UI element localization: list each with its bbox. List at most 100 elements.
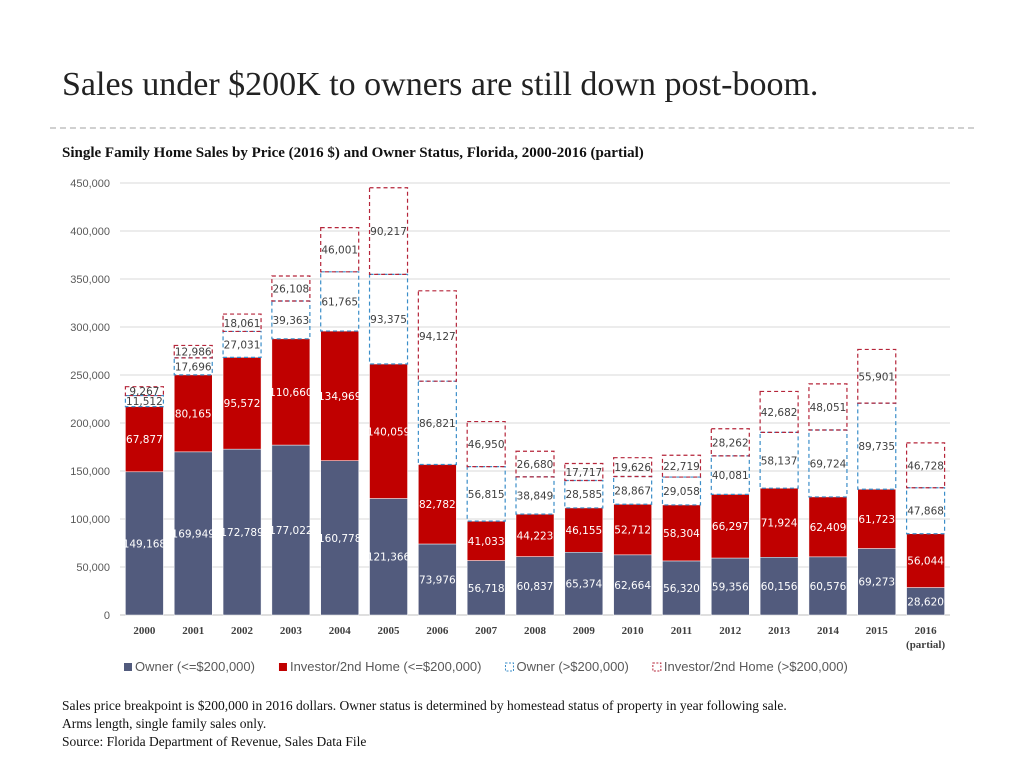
data-label: 38,849 [517, 490, 554, 502]
bar-segment [515, 450, 555, 478]
bar-segment [271, 275, 311, 302]
bar-segment [417, 290, 457, 382]
legend-label: Investor/2nd Home (<=$200,000) [290, 659, 482, 674]
data-label: 110,660 [269, 387, 312, 399]
bar-segment [125, 471, 164, 616]
data-label: 17,696 [175, 361, 212, 373]
data-label: 86,821 [419, 418, 456, 430]
legend-label: Investor/2nd Home (>$200,000) [664, 659, 848, 674]
x-tick-label: 2004 [329, 625, 352, 637]
data-label: 44,223 [517, 530, 554, 542]
data-label: 26,680 [517, 459, 554, 471]
bar-segment [613, 554, 652, 616]
data-label: 172,789 [220, 527, 263, 539]
bar-segment [124, 394, 165, 408]
data-label: 17,717 [565, 467, 602, 479]
bar-segment [173, 374, 213, 453]
data-label: 58,304 [663, 528, 700, 540]
bar-segment [368, 187, 409, 275]
legend-swatch [504, 662, 514, 672]
data-label: 66,297 [712, 521, 749, 533]
data-label: 89,735 [858, 441, 895, 453]
bar-segment [564, 479, 604, 509]
data-label: 71,924 [761, 518, 798, 530]
bar-segment [662, 560, 701, 616]
data-label: 149,168 [123, 538, 166, 550]
data-label: 26,108 [273, 284, 310, 296]
bar-segment [320, 330, 359, 461]
bar-segment [222, 330, 262, 358]
bar-segment [711, 494, 750, 559]
data-label: 58,137 [761, 455, 798, 467]
bar-segment [710, 428, 750, 457]
bar-segment [173, 344, 213, 359]
data-label: 80,165 [175, 408, 212, 420]
bar-segment [710, 455, 750, 495]
bar-segment [564, 462, 604, 482]
data-label: 28,262 [712, 437, 749, 449]
bar-segment [808, 496, 848, 558]
data-label: 29,058 [663, 486, 700, 498]
bar-segment [857, 348, 897, 404]
data-label: 169,949 [172, 528, 215, 540]
bar-segment [661, 454, 702, 478]
bar-segment [320, 227, 360, 273]
y-tick-label: 250,000 [70, 370, 110, 382]
data-label: 59,356 [712, 582, 749, 594]
y-tick-label: 450,000 [70, 178, 110, 190]
data-label: 62,409 [810, 522, 847, 534]
data-label: 11,512 [126, 396, 163, 408]
x-tick-label: 2013 [768, 625, 791, 637]
x-tick-label: 2003 [280, 625, 303, 637]
x-tick-label: 2005 [378, 625, 401, 637]
data-label: 93,375 [370, 314, 407, 326]
x-tick-label: 2016 [915, 625, 938, 637]
data-label: 39,363 [273, 315, 310, 327]
data-label: 56,718 [468, 583, 505, 595]
x-tick-label: 2008 [524, 625, 547, 637]
legend-label: Owner (<=$200,000) [135, 659, 255, 674]
bar-segment [369, 498, 408, 616]
data-label: 52,712 [614, 525, 651, 537]
data-label: 46,001 [321, 245, 358, 257]
bar-segment [271, 338, 311, 446]
bar-segment [320, 460, 359, 616]
y-tick-label: 350,000 [70, 274, 110, 286]
data-label: 28,620 [907, 596, 944, 608]
data-label: 46,728 [907, 460, 944, 472]
note-source: Source: Florida Department of Revenue, S… [62, 734, 367, 749]
data-label: 69,273 [858, 577, 895, 589]
bar-segment [564, 507, 604, 553]
data-label: 82,782 [419, 499, 456, 511]
data-label: 134,969 [318, 391, 361, 403]
bar-segment [173, 357, 213, 376]
data-label: 60,837 [517, 581, 554, 593]
data-label: 73,976 [419, 574, 456, 586]
data-label: 95,572 [224, 398, 261, 410]
x-tick-label: 2015 [866, 625, 889, 637]
y-tick-label: 150,000 [70, 466, 110, 478]
data-label: 69,724 [810, 458, 847, 470]
divider [50, 127, 974, 129]
data-label: 27,031 [224, 339, 261, 351]
x-tick-label: 2009 [573, 625, 596, 637]
data-label: 94,127 [419, 331, 456, 343]
bar-segment [320, 271, 360, 332]
bar-segment [857, 548, 897, 616]
data-label: 28,867 [614, 485, 651, 497]
data-label: 12,986 [175, 347, 212, 359]
data-label: 90,217 [370, 226, 407, 238]
x-tick-label: 2011 [671, 625, 692, 637]
bar-segment [125, 406, 164, 473]
chart-title: Single Family Home Sales by Price (2016 … [62, 145, 644, 161]
data-label: 61,723 [858, 514, 895, 526]
data-label: 140,059 [367, 426, 410, 438]
data-label: 46,155 [565, 525, 602, 537]
legend-swatch [278, 663, 287, 671]
x-tick-label: 2014 [817, 625, 840, 637]
bar-segment [466, 466, 506, 522]
bar-segment [661, 476, 702, 506]
bar-segment [418, 543, 457, 616]
bar-segment [613, 475, 653, 505]
